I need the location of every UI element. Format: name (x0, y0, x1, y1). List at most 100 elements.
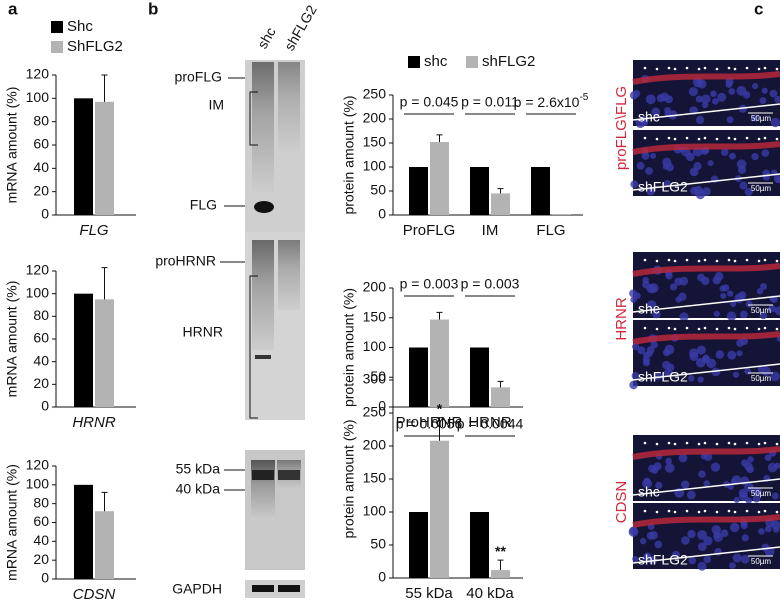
panel-label: c (754, 0, 763, 18)
nucleus (729, 152, 736, 160)
nucleus (639, 537, 647, 545)
lane-label: shFLG2 (281, 2, 320, 53)
nucleus (764, 525, 772, 533)
nucleus (752, 494, 761, 503)
y-tick-label: 50 (370, 368, 386, 384)
bar (491, 193, 510, 215)
marker-dot (655, 510, 659, 514)
x-axis-label: CDSN (73, 586, 116, 603)
nucleus (697, 376, 704, 383)
marker-dot (673, 442, 677, 446)
nucleus (697, 530, 708, 540)
marker-dot (667, 66, 671, 70)
nucleus (711, 367, 721, 377)
y-tick-label: 50 (370, 182, 386, 198)
y-axis-label: protein amount (%) (341, 95, 357, 214)
y-tick-label: 60 (33, 513, 49, 529)
marker-dot (697, 259, 701, 263)
nucleus (665, 272, 673, 280)
stain (632, 141, 780, 155)
nucleus (720, 292, 727, 300)
blot-label: FLG (190, 197, 217, 213)
marker-dot (757, 510, 761, 514)
nucleus (744, 482, 754, 492)
y-tick-label: 0 (378, 569, 386, 585)
marker-dot (643, 66, 647, 70)
nucleus (713, 310, 720, 317)
error-bar (436, 311, 443, 320)
nucleus (736, 85, 747, 96)
nucleus (703, 555, 712, 564)
nucleus (628, 527, 639, 537)
nucleus (636, 161, 645, 170)
stain (632, 71, 780, 85)
nucleus (650, 152, 657, 159)
y-tick-label: 150 (363, 470, 387, 486)
nucleus (674, 277, 683, 286)
marker-dot (757, 327, 761, 331)
error-bar (436, 134, 443, 143)
nucleus (738, 291, 747, 300)
nucleus (631, 371, 640, 380)
nucleus (752, 83, 759, 90)
nucleus (669, 283, 678, 291)
marker-dot (763, 509, 767, 513)
x-tick-label: ProHRNR (396, 414, 463, 431)
y-tick-label: 250 (363, 404, 387, 420)
x-tick-label: 55 kDa (405, 585, 453, 602)
marker-dot (775, 510, 779, 514)
nucleus (775, 176, 780, 183)
nucleus (689, 351, 699, 361)
y-tick-label: 50 (370, 536, 386, 552)
x-axis-label: FLG (79, 222, 109, 239)
nucleus (671, 550, 681, 559)
nucleus (744, 187, 753, 196)
nucleus (728, 88, 736, 95)
nucleus (680, 480, 690, 489)
error-bar (101, 74, 108, 102)
nucleus (695, 95, 703, 103)
nucleus (736, 350, 743, 357)
bar (470, 347, 489, 407)
stain (632, 446, 780, 460)
nucleus (773, 526, 780, 533)
surface-line (632, 478, 780, 496)
scale-label: 50µm (751, 184, 772, 193)
nucleus (710, 462, 721, 472)
legend-label: shFLG2 (482, 53, 535, 70)
annotation: p = 2.6x10-5 (514, 92, 589, 110)
bar (409, 167, 428, 215)
y-tick-label: 120 (26, 457, 50, 473)
nucleus (711, 525, 721, 535)
nucleus (686, 490, 696, 500)
nucleus (751, 115, 759, 122)
error-bar (497, 559, 504, 571)
bar (74, 98, 93, 215)
y-tick-label: 150 (363, 308, 387, 324)
marker-dot (667, 441, 671, 445)
marker-dot (727, 441, 731, 445)
marker-dot (697, 510, 701, 514)
marker-dot (757, 67, 761, 71)
stain (632, 263, 780, 277)
blot-label: GAPDH (172, 581, 222, 597)
nucleus (725, 81, 733, 88)
bar (470, 512, 489, 578)
bar (409, 347, 428, 407)
nucleus (770, 117, 780, 128)
nucleus (722, 284, 730, 292)
panel-label: b (148, 0, 158, 18)
nucleus (630, 296, 637, 303)
nucleus (761, 366, 771, 376)
blot-label: 55 kDa (176, 461, 221, 477)
marker-dot (733, 137, 737, 141)
marker-dot (727, 66, 731, 70)
stain (632, 514, 780, 528)
marker-dot (763, 441, 767, 445)
nucleus (770, 371, 780, 382)
significance: * (437, 400, 443, 416)
marker-dot (727, 326, 731, 330)
y-tick-label: 300 (363, 371, 387, 387)
error-bar (497, 188, 504, 194)
annotation-text: p = 2.6x10 (514, 94, 580, 110)
